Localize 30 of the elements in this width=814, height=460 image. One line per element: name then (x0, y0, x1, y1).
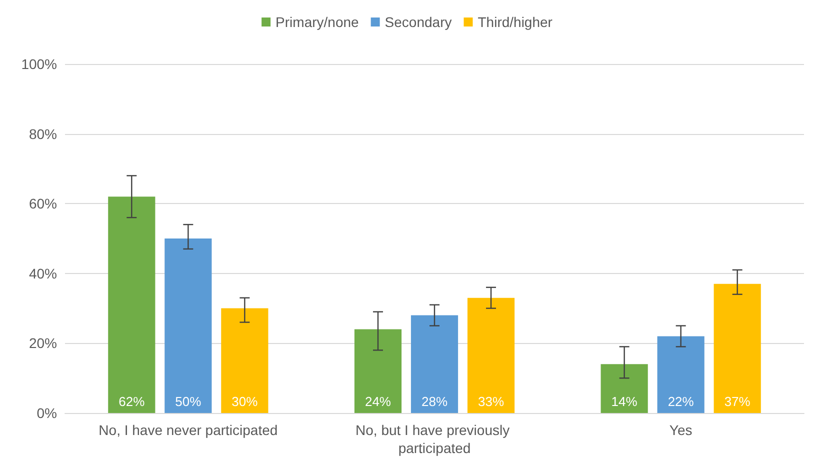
legend-label: Third/higher (478, 14, 553, 30)
data-label: 62% (118, 394, 146, 409)
y-tick-label: 80% (28, 126, 57, 142)
x-tick-label: No, I have never participated (98, 422, 278, 438)
data-label: 37% (724, 394, 751, 409)
legend-label: Primary/none (276, 14, 360, 30)
y-tick-label: 100% (21, 56, 57, 72)
bar (467, 298, 515, 413)
data-label: 22% (668, 394, 694, 409)
y-tick-label: 60% (28, 196, 57, 212)
x-tick-label: Yes (669, 422, 692, 438)
bar (714, 284, 761, 413)
bar (657, 336, 704, 413)
data-label: 24% (364, 394, 392, 409)
data-label: 14% (611, 394, 638, 409)
y-tick-label: 20% (28, 335, 57, 352)
data-label: 30% (232, 394, 258, 409)
data-label: 50% (175, 394, 202, 409)
legend-label: Secondary (384, 14, 452, 30)
y-tick-label: 40% (28, 265, 57, 282)
bar (354, 329, 402, 413)
bar (410, 315, 458, 413)
bar (164, 238, 212, 413)
y-tick-label: 0% (36, 405, 57, 421)
x-tick-label: No, but I have previously participated (356, 422, 514, 456)
bar (221, 308, 268, 413)
bar (600, 364, 648, 413)
bar (108, 196, 156, 413)
data-label: 33% (478, 394, 504, 409)
data-label: 28% (421, 394, 448, 409)
